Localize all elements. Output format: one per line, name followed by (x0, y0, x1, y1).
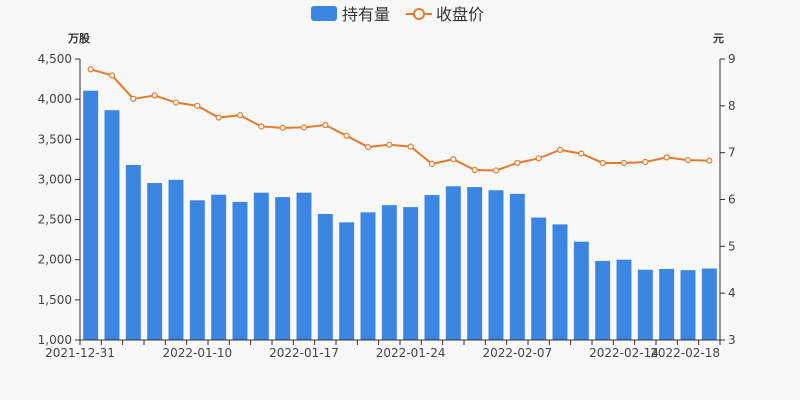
price-point (599, 159, 606, 167)
price-point (236, 112, 244, 119)
bar (531, 217, 547, 340)
price-point (258, 123, 265, 130)
x-tick-label: 2022-01-17 (269, 346, 339, 360)
bar (701, 268, 717, 340)
right-tick-label: 9 (728, 52, 736, 66)
bar (339, 222, 355, 340)
price-point (343, 132, 350, 139)
price-point (407, 143, 414, 150)
right-tick-label: 3 (728, 333, 736, 347)
bar (424, 195, 440, 340)
price-point (386, 141, 393, 148)
bar (211, 194, 227, 340)
price-point (471, 166, 478, 174)
right-tick-label: 8 (728, 99, 736, 113)
line-series (87, 66, 713, 174)
price-point (300, 124, 308, 131)
price-point (364, 143, 372, 151)
left-tick-label: 2,000 (38, 253, 72, 267)
x-tick-label: 2021-12-31 (45, 346, 115, 360)
bar (616, 259, 632, 340)
price-point (556, 146, 564, 153)
axes: 1,000 1,500 2,000 2,500 3,000 3,500 4,000 4,500… (38, 52, 736, 360)
bar (83, 90, 99, 341)
legend-line-marker (413, 8, 425, 20)
price-point (151, 92, 158, 99)
bar (147, 183, 163, 340)
x-tick-label: 2022-01-24 (376, 346, 446, 360)
bar (659, 268, 675, 340)
left-tick-label: 1,000 (38, 333, 72, 347)
bar (403, 207, 419, 340)
bar (467, 187, 483, 340)
left-tick-label: 4,500 (38, 52, 72, 66)
price-point (322, 121, 329, 129)
x-tick-label: 2022-02-18 (650, 346, 720, 360)
left-axis-unit: 万股 (67, 32, 91, 45)
price-point (684, 157, 692, 164)
price-point (620, 159, 628, 167)
bar (488, 190, 504, 340)
price-point (706, 157, 713, 164)
price-point (215, 114, 222, 121)
bar (296, 192, 312, 340)
price-point (492, 167, 500, 174)
price-point (450, 156, 457, 163)
left-tick-label: 1,500 (38, 293, 72, 307)
bar (189, 200, 205, 340)
bar (637, 269, 653, 340)
left-tick-label: 4,000 (38, 92, 72, 106)
legend-bar-swatch (311, 6, 337, 21)
price-point (194, 102, 201, 109)
right-tick-label: 4 (728, 286, 736, 300)
price-point (87, 66, 94, 73)
legend[interactable]: 持有量 收盘价 (311, 5, 484, 24)
bar (125, 164, 141, 340)
price-point (172, 99, 180, 106)
left-tick-label: 3,000 (38, 172, 72, 186)
bar (360, 212, 376, 340)
price-point (535, 155, 542, 162)
price-point (514, 159, 521, 167)
right-tick-label: 7 (728, 146, 736, 160)
bar (253, 192, 269, 340)
x-tick-label: 2022-02-14 (589, 346, 659, 360)
bar (573, 241, 589, 340)
legend-bar-label: 持有量 (342, 5, 390, 24)
right-axis-unit: 元 (713, 32, 724, 45)
bar (680, 270, 696, 340)
legend-line-label: 收盘价 (436, 5, 484, 24)
right-tick-label: 5 (728, 239, 736, 253)
left-tick-label: 3,500 (38, 132, 72, 146)
bar (552, 224, 568, 340)
right-tick-label: 6 (728, 193, 736, 207)
bar (104, 110, 120, 340)
bar (275, 197, 291, 340)
bar (168, 179, 184, 340)
x-tick-label: 2022-02-07 (482, 346, 552, 360)
price-point (108, 72, 116, 79)
price-point (428, 160, 436, 168)
bar (381, 205, 397, 340)
price-point (578, 150, 585, 157)
bar (595, 260, 611, 340)
left-tick-label: 2,500 (38, 213, 72, 227)
bar (509, 193, 525, 340)
bar-series (83, 90, 717, 341)
x-tick-label: 2022-01-10 (162, 346, 232, 360)
price-point (642, 158, 649, 166)
price-point (663, 154, 670, 161)
bar (317, 213, 333, 340)
bar (232, 201, 248, 340)
price-point (279, 124, 286, 131)
price-line (90, 68, 710, 172)
price-point (130, 95, 137, 102)
bar (445, 186, 461, 340)
